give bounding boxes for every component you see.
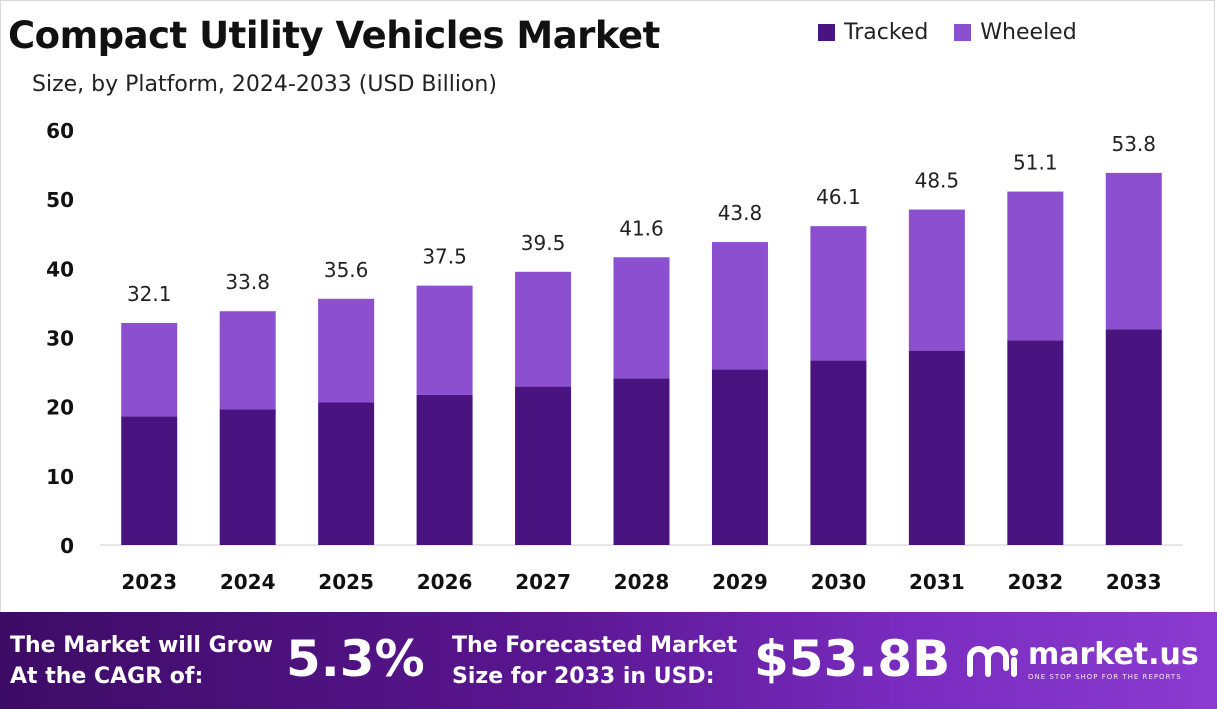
bar-wheeled-2031 (908, 209, 965, 351)
data-label-2029: 43.8 (718, 201, 763, 225)
bar-wheeled-2024 (219, 311, 276, 410)
legend-item-wheeled: Wheeled (954, 20, 1077, 45)
bar-wheeled-2026 (416, 285, 473, 395)
y-tick-label: 20 (46, 396, 74, 420)
bar-tracked-2025 (318, 402, 375, 545)
bar-wheeled-2023 (121, 322, 178, 417)
forecast-label-line2: Size for 2033 in USD: (452, 664, 715, 689)
chart-subtitle: Size, by Platform, 2024-2033 (USD Billio… (32, 72, 497, 97)
y-tick-label: 10 (46, 465, 74, 489)
forecast-value: $53.8B (754, 630, 951, 688)
y-tick-label: 30 (46, 327, 74, 351)
cagr-label-line2: At the CAGR of: (10, 664, 204, 689)
bar-wheeled-2030 (810, 226, 867, 361)
cagr-label-line1: The Market will Grow (10, 633, 273, 658)
y-tick-label: 60 (46, 119, 74, 143)
data-label-2024: 33.8 (225, 270, 270, 294)
cagr-label: The Market will Grow At the CAGR of: (10, 630, 273, 692)
brand-tagline: ONE STOP SHOP FOR THE REPORTS (1028, 673, 1182, 681)
legend-label-tracked: Tracked (844, 20, 929, 45)
x-tick-label-2027: 2027 (515, 570, 571, 594)
data-label-2027: 39.5 (521, 231, 566, 255)
x-tick-label-2030: 2030 (811, 570, 867, 594)
legend-label-wheeled: Wheeled (980, 20, 1077, 45)
market-us-logo-icon (967, 645, 1018, 677)
bar-chart: 010203040506032.1202333.8202435.6202537.… (46, 119, 1183, 594)
bar-tracked-2032 (1007, 340, 1064, 545)
data-label-2025: 35.6 (324, 258, 369, 282)
bar-tracked-2028 (613, 378, 670, 545)
data-label-2032: 51.1 (1013, 151, 1058, 175)
bar-wheeled-2027 (515, 271, 572, 387)
brand-logo: market.us ONE STOP SHOP FOR THE REPORTS (966, 640, 1199, 681)
x-tick-label-2029: 2029 (712, 570, 768, 594)
legend-swatch-wheeled (954, 24, 972, 41)
data-label-2026: 37.5 (422, 245, 467, 269)
bar-wheeled-2032 (1007, 191, 1064, 341)
x-tick-label-2024: 2024 (220, 570, 276, 594)
bar-wheeled-2025 (318, 298, 375, 403)
x-tick-label-2023: 2023 (121, 570, 177, 594)
data-label-2033: 53.8 (1112, 132, 1157, 156)
bar-tracked-2033 (1105, 329, 1162, 545)
data-label-2031: 48.5 (915, 169, 960, 193)
brand-text: market.us ONE STOP SHOP FOR THE REPORTS (1028, 637, 1199, 682)
bar-tracked-2030 (810, 360, 867, 545)
bar-tracked-2029 (711, 369, 768, 545)
bar-tracked-2024 (219, 409, 276, 545)
bar-tracked-2031 (908, 350, 965, 545)
y-tick-label: 50 (46, 188, 74, 212)
x-tick-label-2033: 2033 (1106, 570, 1162, 594)
data-label-2030: 46.1 (816, 185, 861, 209)
legend-item-tracked: Tracked (818, 20, 928, 45)
data-label-2028: 41.6 (619, 216, 664, 240)
y-tick-label: 40 (46, 257, 74, 281)
brand-name: market.us (1028, 637, 1199, 672)
forecast-label-line1: The Forecasted Market (452, 633, 738, 658)
footer-banner: The Market will Grow At the CAGR of: 5.3… (0, 612, 1217, 709)
bar-wheeled-2029 (711, 242, 768, 370)
x-tick-label-2031: 2031 (909, 570, 965, 594)
bar-tracked-2023 (121, 416, 178, 545)
bar-tracked-2026 (416, 394, 473, 545)
bar-tracked-2027 (515, 386, 572, 545)
legend-swatch-tracked (818, 24, 835, 41)
x-tick-label-2028: 2028 (614, 570, 670, 594)
x-tick-label-2025: 2025 (318, 570, 374, 594)
data-label-2023: 32.1 (127, 282, 172, 306)
y-tick-label: 0 (60, 534, 74, 558)
legend: Tracked Wheeled (818, 20, 1077, 45)
chart-title: Compact Utility Vehicles Market (8, 14, 660, 57)
x-tick-label-2032: 2032 (1007, 570, 1063, 594)
x-tick-label-2026: 2026 (417, 570, 473, 594)
cagr-value: 5.3% (286, 630, 425, 688)
bar-wheeled-2033 (1105, 172, 1162, 330)
forecast-label: The Forecasted Market Size for 2033 in U… (452, 630, 737, 692)
bar-wheeled-2028 (613, 257, 670, 379)
